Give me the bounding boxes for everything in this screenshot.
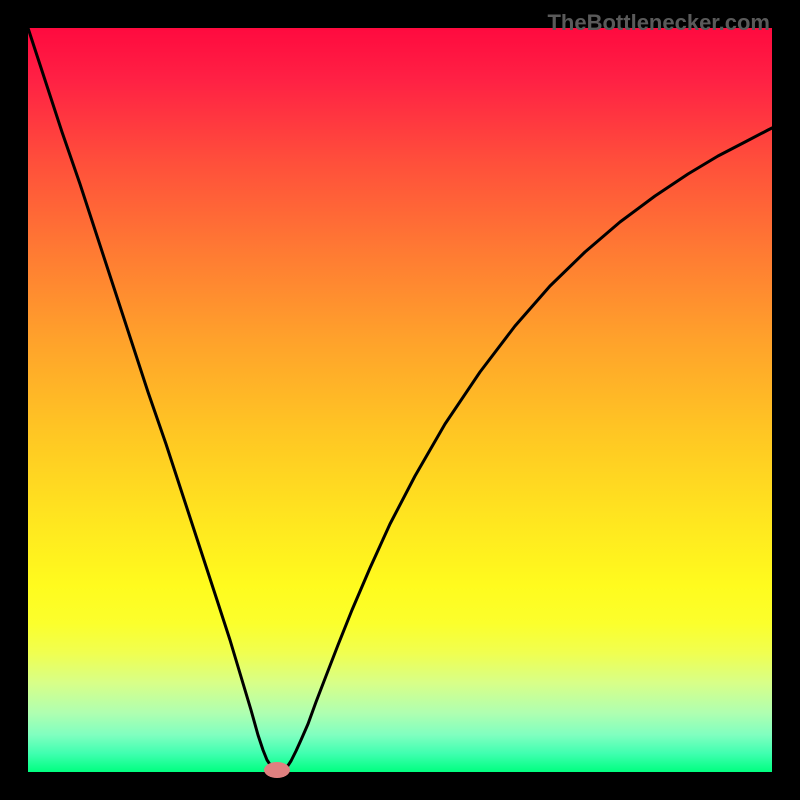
watermark-label: TheBottlenecker.com [547,10,770,36]
chart-svg [0,0,800,800]
optimal-marker [264,762,290,778]
bottleneck-curve [28,28,772,771]
